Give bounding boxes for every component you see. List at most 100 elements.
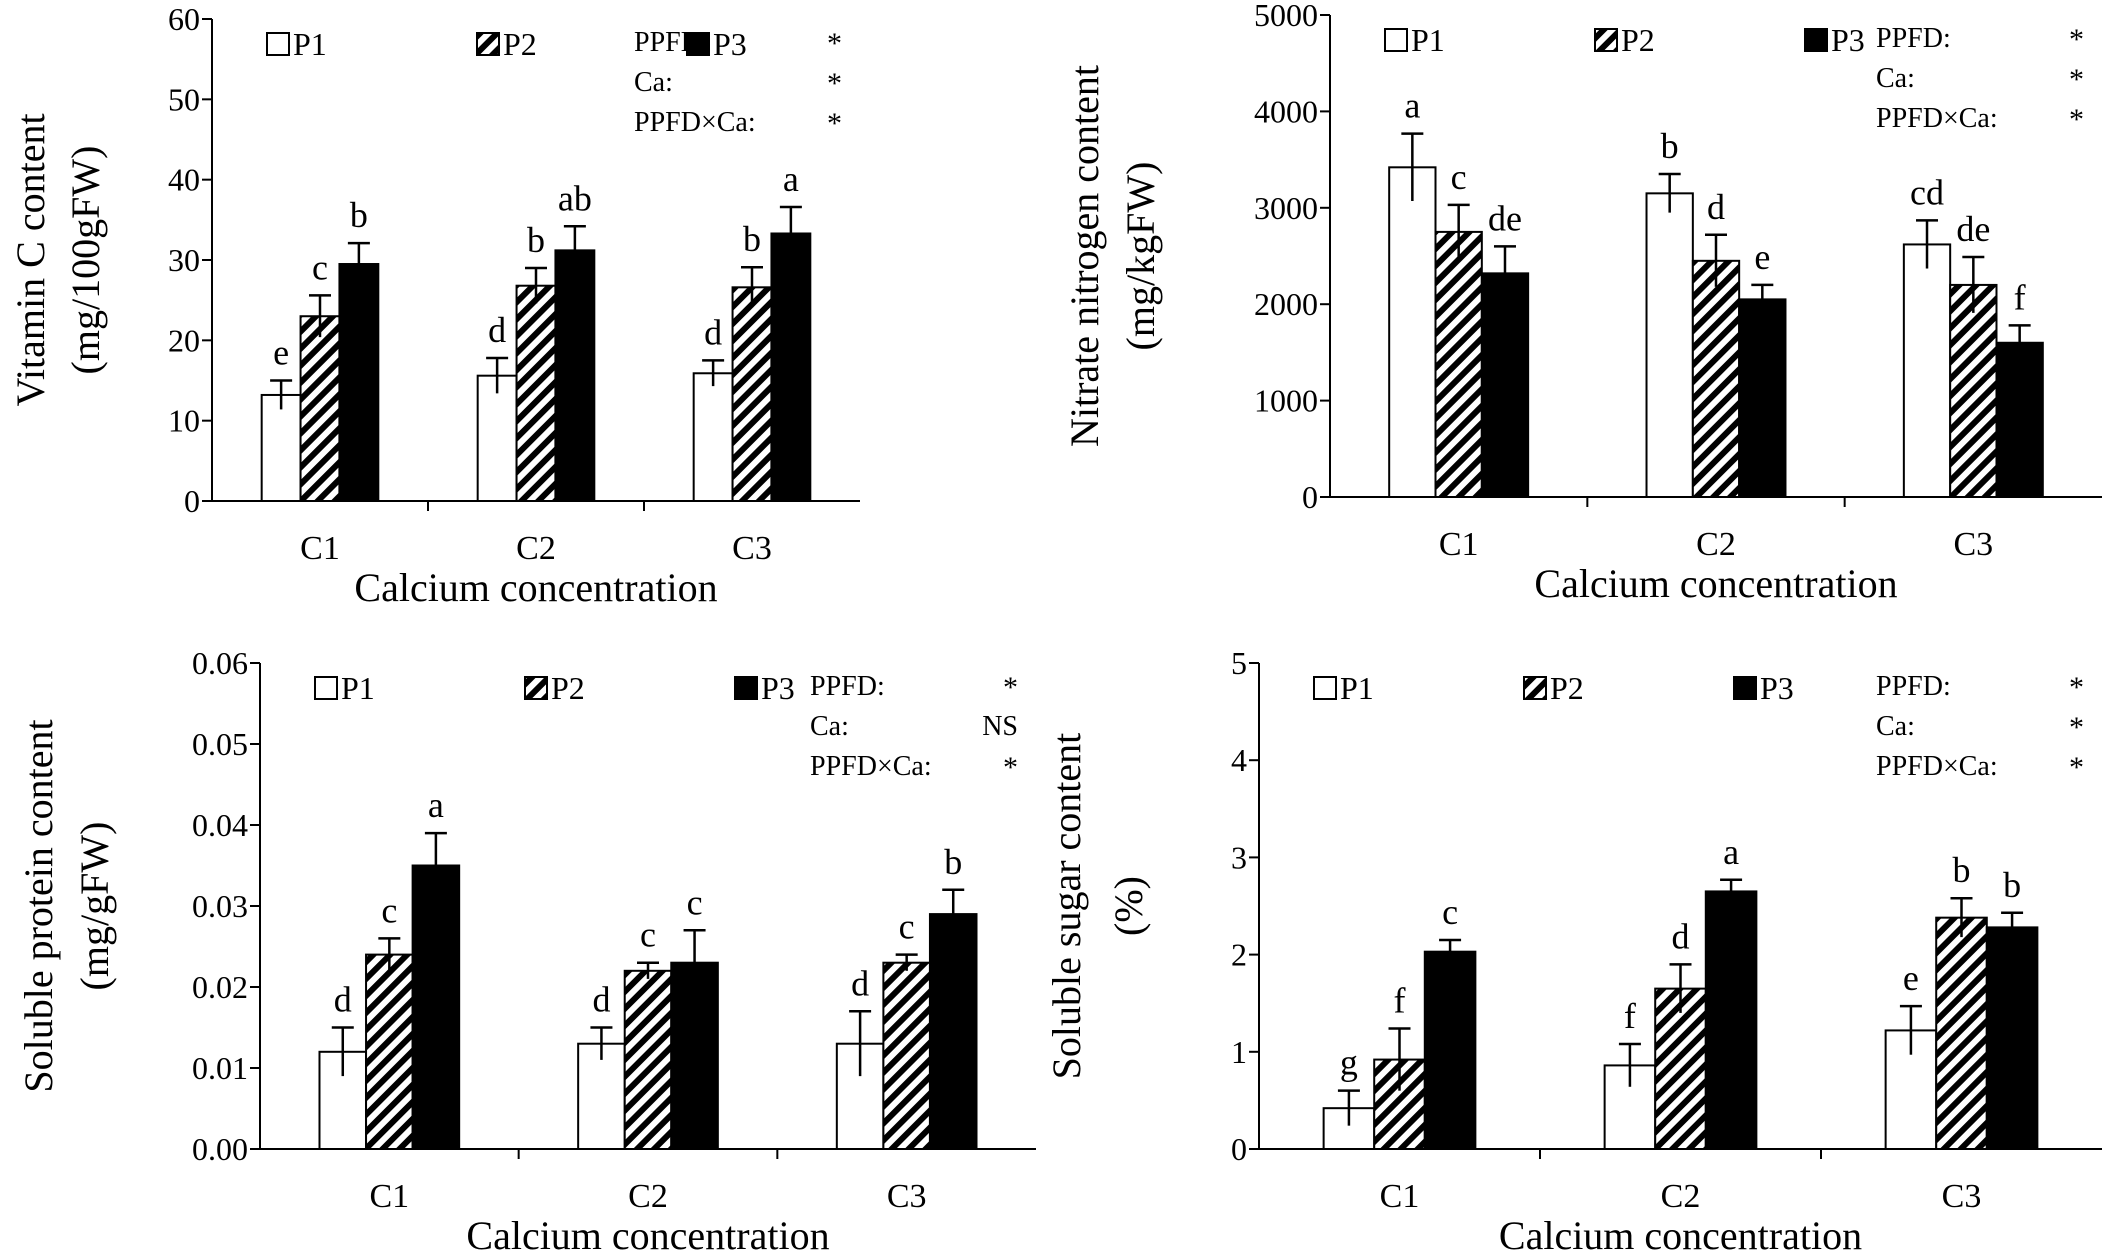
bar-P2-C2 (1691, 259, 1741, 498)
significance-letter: d (1672, 916, 1690, 956)
y-axis-subtitle: (mg/gFW) (72, 822, 117, 991)
legend-swatch-P2 (476, 32, 500, 56)
bar-P3-C3 (928, 913, 978, 1150)
significance-label: PPFD×Ca: (1876, 103, 1998, 134)
significance-letter: b (350, 195, 368, 235)
significance-label: Ca: (1876, 711, 1915, 742)
x-tick-label: C1 (1439, 526, 1479, 563)
significance-letter: b (1661, 126, 1679, 166)
bar-P1-C3 (692, 372, 734, 502)
bar-P3-C3 (1985, 926, 2039, 1150)
y-tick-label: 5 (1231, 645, 1247, 681)
legend-label-P3: P3 (761, 670, 795, 706)
significance-letter: a (428, 785, 444, 825)
significance-label: PPFD: (1876, 23, 1951, 54)
significance-value: * (827, 107, 842, 140)
significance-letter: b (944, 842, 962, 882)
significance-letter: d (704, 312, 722, 352)
significance-letter: d (592, 980, 610, 1020)
bar-P2-C2 (515, 284, 557, 502)
legend-swatch-P2 (1523, 676, 1547, 700)
significance-letter: f (1624, 996, 1636, 1036)
x-tick-label: C1 (1380, 1178, 1420, 1215)
significance-letter: cd (1910, 172, 1944, 212)
y-tick-label: 0.01 (192, 1050, 248, 1086)
y-tick-label: 50 (168, 81, 200, 117)
significance-letter: a (783, 159, 799, 199)
significance-letter: c (687, 882, 703, 922)
significance-letter: d (334, 980, 352, 1020)
y-tick-label: 0.04 (192, 807, 248, 843)
significance-label: Ca: (634, 67, 673, 98)
y-axis-title: Nitrate nitrogen content (1062, 65, 1107, 447)
x-tick-label: C1 (300, 530, 340, 567)
x-tick-label: C2 (1696, 526, 1736, 563)
y-axis-title: Soluble protein content (16, 719, 61, 1092)
significance-letter: c (312, 247, 328, 287)
significance-value: * (1003, 671, 1018, 704)
legend-swatch-P1 (1313, 676, 1337, 700)
significance-letter: b (743, 219, 761, 259)
legend-label-P1: P1 (341, 670, 375, 706)
significance-letter: c (640, 915, 656, 955)
significance-value: * (2069, 63, 2084, 96)
y-tick-label: 10 (168, 403, 200, 439)
legend-label-P2: P2 (503, 26, 537, 62)
y-axis-subtitle: (mg/100gFW) (63, 146, 108, 375)
bar-P2-C1 (1434, 230, 1483, 498)
chart-panel-2: 010002000300040005000acdeC1bdeC2cddefC3C… (1062, 0, 2102, 606)
significance-value: * (827, 27, 842, 60)
y-tick-label: 3000 (1254, 190, 1318, 226)
bar-P1-C2 (577, 1042, 626, 1150)
bar-P3-C3 (1995, 341, 2044, 499)
bar-P1-C1 (260, 393, 302, 502)
significance-value: * (2069, 103, 2084, 136)
bar-P3-C1 (411, 864, 461, 1150)
significance-letter: b (1953, 850, 1971, 890)
significance-letter: de (1956, 209, 1990, 249)
legend-label-P1: P1 (293, 26, 327, 62)
significance-letter: de (1488, 198, 1522, 238)
significance-letter: f (1394, 980, 1406, 1020)
x-axis-title: Calcium concentration (466, 1213, 829, 1258)
significance-label: PPFD: (634, 27, 709, 58)
bar-P3-C1 (1423, 950, 1477, 1151)
chart-panel-3: 0.000.010.020.030.040.050.06dcaC1dccC2dc… (16, 645, 1036, 1258)
legend-label-P3: P3 (713, 26, 747, 62)
legend-swatch-P3 (686, 32, 710, 56)
legend-label-P1: P1 (1411, 22, 1445, 58)
significance-value: * (1003, 751, 1018, 784)
y-tick-label: 2000 (1254, 286, 1318, 322)
x-tick-label: C2 (516, 530, 556, 567)
legend-swatch-P3 (734, 676, 758, 700)
bar-P2-C3 (1935, 916, 1988, 1150)
significance-letter: e (1903, 958, 1919, 998)
significance-value: NS (982, 711, 1018, 742)
y-tick-label: 40 (168, 162, 200, 198)
y-tick-label: 0.06 (192, 645, 248, 681)
y-tick-label: 4 (1231, 742, 1247, 778)
legend-label-P2: P2 (551, 670, 585, 706)
y-tick-label: 0.00 (192, 1131, 248, 1167)
significance-value: * (2069, 671, 2084, 704)
y-tick-label: 0.05 (192, 726, 248, 762)
significance-letter: b (527, 220, 545, 260)
legend-swatch-P3 (1804, 28, 1828, 52)
significance-letter: e (273, 333, 289, 373)
x-tick-label: C2 (628, 1178, 668, 1215)
legend-swatch-P2 (524, 676, 548, 700)
x-tick-label: C3 (887, 1178, 927, 1215)
x-axis-title: Calcium concentration (1534, 561, 1897, 606)
significance-letter: d (488, 310, 506, 350)
significance-letter: a (1723, 832, 1739, 872)
significance-letter: e (1754, 237, 1770, 277)
bar-P2-C2 (623, 969, 673, 1150)
legend-label-P1: P1 (1340, 670, 1374, 706)
y-tick-label: 0.02 (192, 969, 248, 1005)
y-tick-label: 0 (184, 483, 200, 519)
bar-P1-C2 (1645, 192, 1694, 498)
significance-value: * (2069, 711, 2084, 744)
x-tick-label: C3 (1942, 1178, 1982, 1215)
